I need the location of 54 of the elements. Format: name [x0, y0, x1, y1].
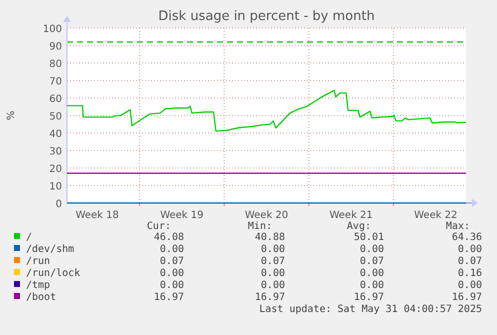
text: 64.36 — [452, 232, 482, 243]
text: 16.97 — [254, 292, 285, 303]
text: 16.97 — [154, 292, 184, 303]
x-tick-label: Week 21 — [329, 210, 373, 221]
x-tick-label: Week 19 — [160, 210, 204, 221]
line-series — [66, 90, 467, 132]
y-tick-label: 20 — [49, 164, 62, 175]
y-tick-label: 0 — [56, 199, 62, 210]
text: 0.07 — [260, 256, 285, 267]
text: 0.00 — [360, 268, 384, 279]
text: 0.00 — [160, 268, 184, 279]
legend-label: /boot — [26, 292, 56, 303]
legend-label: /dev/shm — [26, 244, 74, 255]
text: 0.00 — [260, 280, 285, 291]
x-tick-label: Week 22 — [414, 210, 458, 221]
legend-label: /tmp — [26, 280, 50, 291]
y-tick-label: 90 — [49, 42, 62, 52]
y-tick-label: 70 — [49, 76, 62, 88]
y-tick-label: 80 — [49, 59, 62, 70]
text: 0.00 — [360, 244, 384, 255]
text: Max: — [446, 221, 470, 232]
text: 0.00 — [260, 268, 285, 279]
text: Last update: Sat May 31 04:00:57 2025 — [259, 304, 482, 315]
y-tick-label: 50 — [49, 112, 62, 122]
text: Avg: — [346, 221, 371, 232]
text: 0.07 — [360, 256, 384, 267]
y-tick-label: 100 — [42, 24, 62, 35]
text: 16.97 — [452, 292, 482, 303]
x-tick-label: Week 18 — [76, 210, 119, 221]
text: 0.00 — [458, 280, 482, 291]
text: 0.07 — [160, 256, 184, 267]
chart-title: Disk usage in percent - by month — [158, 9, 375, 24]
legend-label: /run — [26, 256, 50, 267]
text: 0.00 — [458, 244, 482, 255]
y-tick-label: 40 — [49, 129, 62, 140]
y-axis-title: % — [6, 110, 17, 120]
legend-label: / — [26, 232, 32, 243]
text: 50.01 — [354, 232, 384, 243]
text: 0.00 — [260, 244, 285, 255]
text: 0.07 — [458, 256, 482, 267]
text: Cur: — [146, 221, 171, 232]
y-tick-label: 60 — [49, 94, 62, 105]
text: 0.00 — [360, 280, 384, 291]
text: 16.97 — [354, 292, 384, 303]
text: 0.16 — [458, 268, 482, 279]
y-tick-label: 10 — [49, 182, 62, 192]
legend-label: /run/lock — [26, 268, 80, 279]
text: Min: — [248, 221, 272, 232]
x-tick-label: Week 20 — [244, 210, 288, 221]
text: 0.00 — [160, 244, 184, 255]
text: 0.00 — [160, 280, 184, 291]
text: 40.88 — [254, 232, 285, 243]
text: 46.08 — [154, 232, 184, 243]
y-tick-label: 30 — [49, 146, 62, 158]
